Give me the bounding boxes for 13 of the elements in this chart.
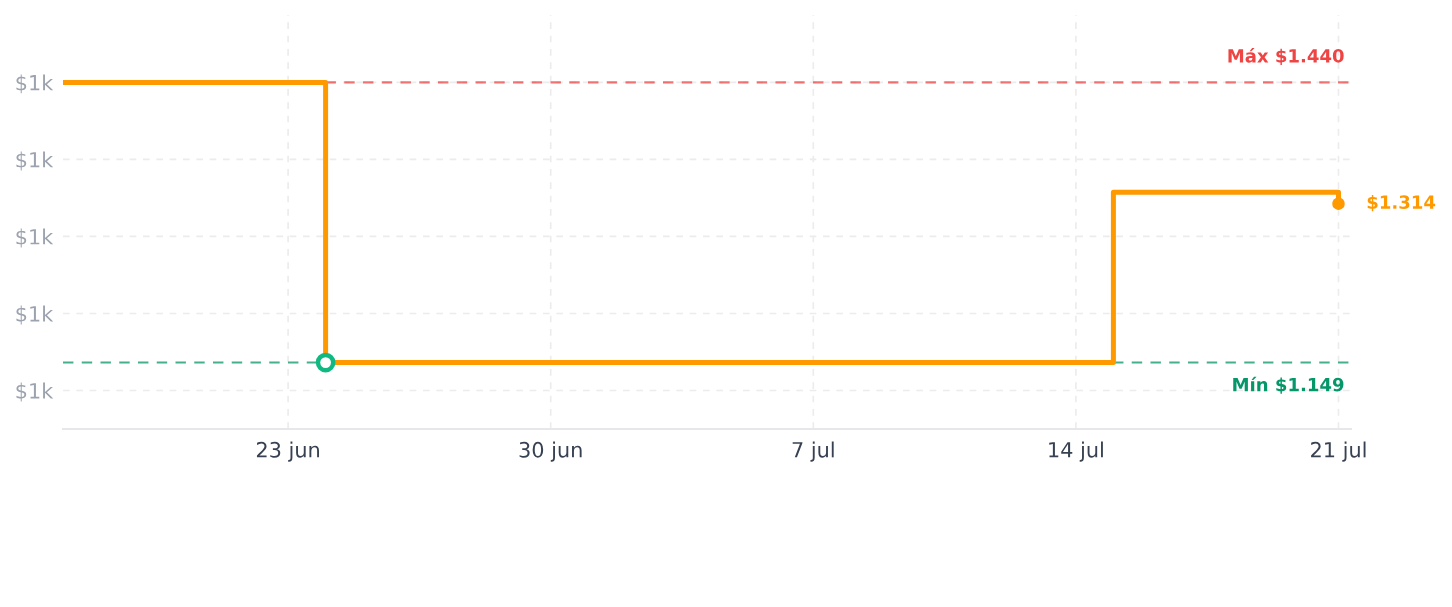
y-tick-label: $1k — [16, 151, 54, 171]
y-tick-label: $1k — [16, 305, 54, 325]
data-label: $1.314 — [1367, 194, 1436, 212]
x-tick-label: 7 jul — [792, 441, 834, 462]
x-tick-label: 30 jun — [519, 441, 582, 462]
y-tick-label: $1k — [16, 228, 54, 248]
x-tick-label: 14 jul — [1049, 441, 1103, 462]
ref-line-label: Mín $1.149 — [1233, 376, 1344, 394]
y-tick-label: $1k — [16, 382, 54, 402]
x-tick-label: 23 jun — [256, 441, 319, 462]
y-tick-label: $1k — [16, 74, 54, 94]
ref-line-label: Máx $1.440 — [1228, 47, 1344, 66]
x-tick-label: 21 jul — [1311, 441, 1366, 462]
